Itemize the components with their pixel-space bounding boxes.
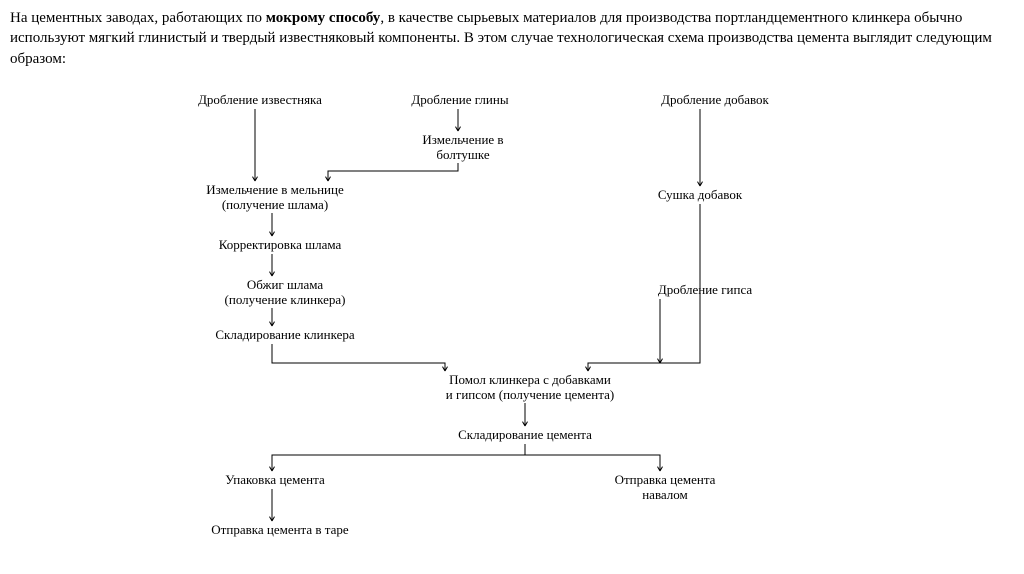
intro-paragraph: На цементных заводах, работающих по мокр… xyxy=(0,0,1024,73)
flow-node-n3: Дробление добавок xyxy=(620,93,810,108)
flow-node-n1: Дробление известняка xyxy=(160,93,360,108)
intro-bold: мокрому способу xyxy=(266,10,381,26)
flow-node-n12: Складирование цемента xyxy=(420,428,630,443)
flow-node-n15: Отправка цемента в таре xyxy=(170,523,390,538)
flow-node-n13: Упаковка цемента xyxy=(185,473,365,488)
flow-node-n10: Складирование клинкера xyxy=(180,328,390,343)
flow-node-n4: Измельчение в болтушке xyxy=(388,133,538,163)
flow-node-n9: Дробление гипса xyxy=(620,283,790,298)
intro-pre: На цементных заводах, работающих по xyxy=(10,10,266,26)
flow-node-n6: Сушка добавок xyxy=(620,188,780,203)
flowchart-canvas: Дробление известняка Дробление глины Дробл… xyxy=(0,73,1024,573)
flow-node-n8: Обжиг шлама (получение клинкера) xyxy=(185,278,385,308)
flow-node-n14: Отправка цемента навалом xyxy=(570,473,760,503)
flow-node-n7: Корректировка шлама xyxy=(185,238,375,253)
flow-node-n11: Помол клинкера с добавками и гипсом (пол… xyxy=(390,373,670,403)
flow-node-n5: Измельчение в мельнице (получение шлама) xyxy=(170,183,380,213)
flow-node-n2: Дробление глины xyxy=(370,93,550,108)
